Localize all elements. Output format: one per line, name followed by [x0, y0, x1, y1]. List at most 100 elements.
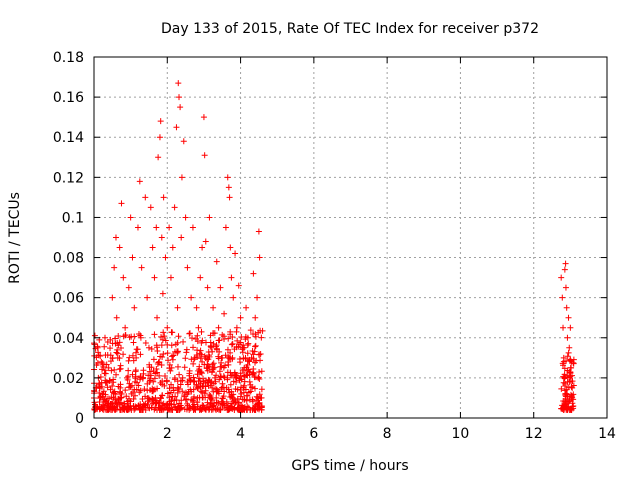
data-point — [255, 228, 262, 235]
data-point — [178, 174, 185, 181]
background-point — [225, 335, 232, 342]
background-point — [567, 373, 574, 380]
background-point — [134, 346, 141, 353]
background-point — [120, 351, 127, 358]
data-point — [199, 244, 206, 251]
data-point — [238, 390, 245, 397]
background-point — [110, 376, 117, 383]
background-point — [149, 385, 156, 392]
background-point — [563, 357, 570, 364]
background-point — [209, 348, 216, 355]
background-point — [164, 390, 171, 397]
background-point — [132, 392, 139, 399]
background-point — [116, 366, 123, 373]
background-point — [229, 340, 236, 347]
background-point — [568, 406, 575, 413]
background-point — [242, 386, 249, 393]
background-point — [96, 380, 103, 387]
data-point — [156, 358, 163, 365]
y-tick-label: 0.06 — [53, 291, 84, 307]
background-point — [190, 344, 197, 351]
data-point — [105, 364, 112, 371]
background-point — [562, 383, 569, 390]
data-point — [200, 114, 207, 121]
data-point — [109, 294, 116, 301]
data-point — [182, 214, 189, 221]
background-point — [168, 353, 175, 360]
background-point — [113, 371, 120, 378]
background-point — [245, 340, 252, 347]
background-point — [183, 349, 190, 356]
background-point — [191, 377, 198, 384]
data-point — [256, 254, 263, 261]
background-point — [560, 379, 567, 386]
data-point — [203, 364, 210, 371]
background-point — [559, 360, 566, 367]
background-point — [567, 356, 574, 363]
data-point — [144, 294, 151, 301]
background-point — [167, 367, 174, 374]
y-tick-labels: 0 0.02 0.04 0.06 0.08 0.1 0.12 0.14 0.16 0.18 — [53, 50, 84, 427]
background-point — [209, 384, 216, 391]
data-point — [211, 374, 218, 381]
data-point — [145, 344, 152, 351]
background-point — [97, 394, 104, 401]
background-point — [251, 348, 258, 355]
data-point — [215, 324, 222, 331]
background-point — [200, 383, 207, 390]
data-point — [195, 324, 202, 331]
background-point — [201, 390, 208, 397]
background-point — [241, 396, 248, 403]
background-point — [219, 331, 226, 338]
background-point — [208, 378, 215, 385]
data-point — [190, 378, 197, 385]
background-point — [566, 368, 573, 375]
background-point — [196, 394, 203, 401]
background-point — [182, 355, 189, 362]
data-point — [178, 234, 185, 241]
x-tick-label: 14 — [598, 426, 616, 442]
background-point — [146, 379, 153, 386]
background-point — [172, 341, 179, 348]
background-point — [256, 369, 263, 376]
background-point — [210, 340, 217, 347]
background-point — [142, 393, 149, 400]
data-point — [567, 324, 574, 331]
background-point — [166, 406, 173, 413]
background-point — [112, 399, 119, 406]
background-point — [237, 387, 244, 394]
background-point — [137, 351, 144, 358]
data-point — [204, 284, 211, 291]
y-tick-label: 0.14 — [53, 130, 84, 146]
background-point — [178, 404, 185, 411]
data-point — [128, 390, 135, 397]
background-point — [221, 374, 228, 381]
background-point — [230, 398, 237, 405]
background-point — [190, 360, 197, 367]
data-point — [101, 334, 108, 341]
data-point — [114, 354, 121, 361]
background-point — [258, 386, 265, 393]
x-tick-label: 2 — [163, 426, 172, 442]
background-point — [103, 406, 110, 413]
background-point — [210, 403, 217, 410]
data-point — [244, 334, 251, 341]
background-point — [171, 348, 178, 355]
background-point — [153, 366, 160, 373]
plot-frame — [93, 56, 608, 419]
background-point — [252, 343, 259, 350]
data-point — [107, 400, 114, 407]
data-point — [239, 344, 246, 351]
data-point — [221, 310, 228, 317]
background-point — [217, 374, 224, 381]
data-point — [206, 214, 213, 221]
background-point — [219, 395, 226, 402]
background-point — [132, 373, 139, 380]
background-point — [249, 398, 256, 405]
background-point — [259, 327, 266, 334]
background-point — [158, 405, 165, 412]
background-point — [253, 397, 260, 404]
x-axis-label: GPS time / hours — [291, 458, 408, 474]
background-point — [199, 402, 206, 409]
data-point — [562, 260, 569, 267]
